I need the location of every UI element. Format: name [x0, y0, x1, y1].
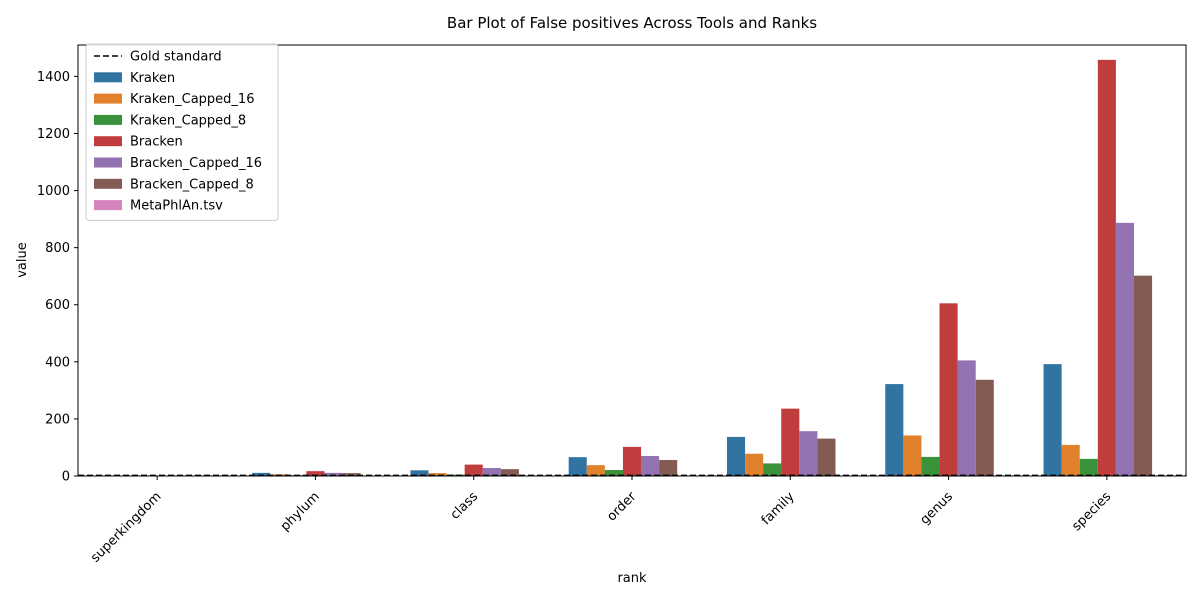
legend: Gold standard Kraken Kraken_Capped_16 Krake… — [85, 43, 279, 221]
x-tick-label-genus: genus — [917, 489, 956, 528]
bar-bracken-capped-16-phylum — [324, 472, 343, 476]
bar-kraken-capped-16-genus — [903, 435, 922, 476]
chart-title: Bar Plot of False positives Across Tools… — [447, 14, 817, 32]
bar-kraken-capped-16-class — [428, 473, 447, 476]
bar-kraken-capped-16-species — [1061, 444, 1080, 476]
bar-kraken-phylum — [252, 472, 271, 476]
bar-bracken-capped-8-class — [500, 469, 519, 476]
bar-kraken-capped-8-order — [604, 470, 623, 476]
bar-bracken-order — [622, 446, 642, 476]
bar-kraken-capped-8-class — [446, 474, 465, 476]
legend-swatch-kraken-capped-16 — [94, 93, 122, 104]
x-tick-label-species: species — [1069, 489, 1114, 534]
bar-bracken-capped-8-phylum — [342, 473, 361, 476]
bar-bracken-capped-8-order — [659, 460, 678, 476]
legend-label-kraken-capped-16: Kraken_Capped_16 — [130, 92, 254, 107]
y-tick-label: 1400 — [37, 70, 70, 85]
x-tick-label-class: class — [448, 489, 482, 523]
x-tick-label-order: order — [604, 489, 640, 525]
x-tick-label-family: family — [759, 489, 798, 528]
bar-kraken-capped-8-family — [763, 463, 782, 476]
legend-swatch-kraken — [94, 72, 122, 83]
bar-bracken-phylum — [306, 471, 325, 476]
y-tick-label: 600 — [45, 298, 70, 313]
legend-label-metaphlan-tsv: MetaPhlAn.tsv — [130, 199, 223, 214]
legend-label-gold-standard: Gold standard — [130, 50, 222, 65]
legend-label-bracken: Bracken — [130, 135, 183, 150]
bar-kraken-family — [726, 436, 746, 476]
bar-bracken-capped-8-species — [1133, 275, 1153, 476]
legend-label-bracken-capped-8: Bracken_Capped_8 — [130, 177, 254, 192]
bar-kraken-capped-16-order — [586, 465, 605, 476]
legend-swatch-metaphlan-tsv — [94, 200, 122, 211]
legend-box — [85, 43, 279, 221]
bar-bracken-family — [781, 408, 800, 476]
x-tick-label-phylum: phylum — [278, 489, 323, 534]
bar-kraken-capped-8-genus — [921, 456, 940, 476]
bar-bracken-species — [1097, 59, 1116, 477]
y-tick-label: 400 — [45, 355, 70, 370]
legend-swatch-kraken-capped-8 — [94, 114, 122, 125]
y-tick-label: 800 — [45, 241, 70, 256]
bar-bracken-capped-16-order — [641, 456, 660, 476]
bar-kraken-genus — [885, 384, 904, 476]
bar-kraken-capped-8-species — [1079, 458, 1098, 476]
y-tick-label: 200 — [45, 412, 70, 427]
bar-kraken-species — [1043, 364, 1062, 476]
bar-bracken-genus — [939, 303, 958, 476]
legend-label-bracken-capped-16: Bracken_Capped_16 — [130, 156, 262, 171]
bar-kraken-order — [568, 457, 587, 476]
legend-label-kraken-capped-8: Kraken_Capped_8 — [130, 113, 246, 128]
bar-bracken-capped-8-genus — [975, 379, 994, 476]
legend-swatch-bracken-capped-16 — [94, 157, 122, 168]
bar-bracken-capped-16-species — [1115, 222, 1134, 476]
bar-kraken-class — [410, 470, 429, 476]
x-tick-label-superkingdom: superkingdom — [88, 489, 164, 565]
legend-swatch-bracken-capped-8 — [94, 178, 122, 189]
y-tick-label: 0 — [62, 470, 70, 485]
y-tick-label: 1000 — [37, 184, 70, 199]
y-axis-label: value — [15, 242, 30, 278]
y-tick-label: 1200 — [37, 127, 70, 142]
legend-swatch-bracken — [94, 136, 122, 147]
bar-bracken-capped-16-family — [799, 431, 818, 476]
bar-bracken-capped-8-family — [817, 438, 836, 476]
bar-bracken-class — [464, 464, 483, 476]
legend-label-kraken: Kraken — [130, 71, 175, 86]
x-axis-label: rank — [617, 571, 647, 586]
bar-bracken-capped-16-class — [482, 468, 501, 476]
bar-bracken-capped-16-genus — [957, 360, 976, 476]
bar-kraken-capped-16-family — [745, 453, 764, 476]
